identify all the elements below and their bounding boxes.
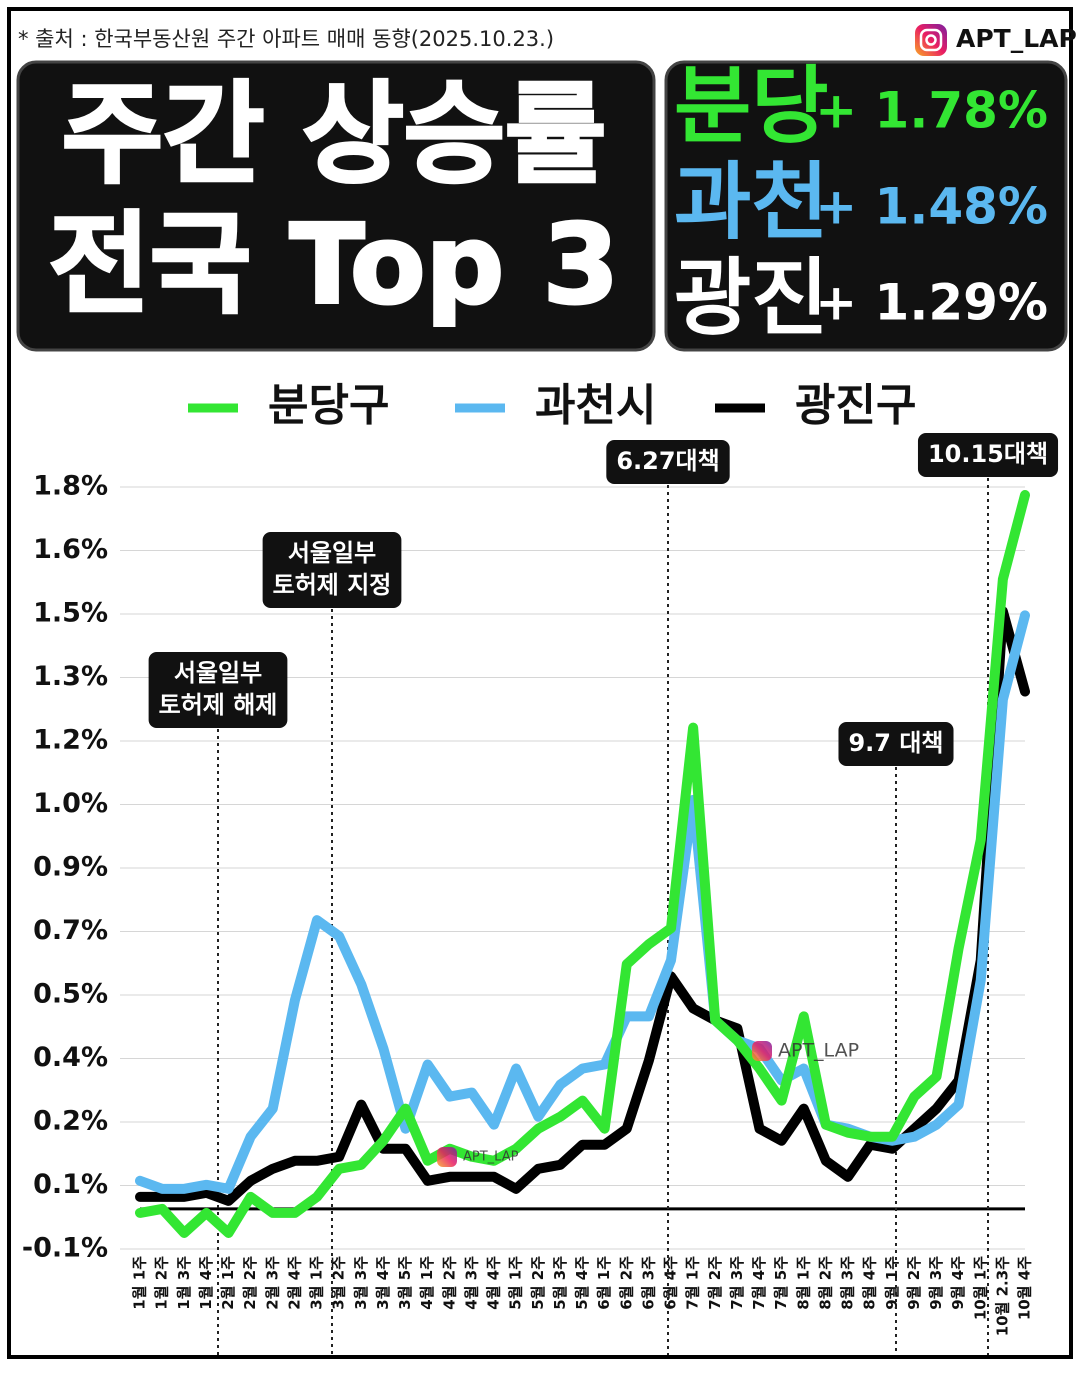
rank-region: 과천: [674, 153, 829, 251]
x-tick-label: 1월 4주: [197, 1256, 215, 1310]
x-tick-label: 4월 2주: [440, 1256, 458, 1310]
watermark: APT_LAP: [437, 1147, 519, 1167]
legend-label: 광진구: [795, 380, 916, 431]
watermark-icon: [437, 1147, 457, 1167]
x-tick-label: 8월 1주: [794, 1256, 812, 1310]
title-line: 주간 상승률: [62, 70, 606, 198]
annotation-box: [606, 440, 730, 484]
watermark: APT_LAP: [752, 1040, 859, 1062]
y-tick-label: -0.1%: [22, 1233, 108, 1264]
x-tick-label: 7월 1주: [684, 1256, 702, 1310]
brand-icon: [915, 24, 947, 56]
x-tick-label: 9월 3주: [927, 1256, 945, 1310]
annotation-text: 토허제 해제: [159, 691, 278, 719]
x-tick-label: 2월 2주: [241, 1256, 259, 1310]
annotation: 10.15대책: [917, 433, 1059, 477]
annotation-box: [262, 532, 402, 608]
watermark-text: APT_LAP: [778, 1040, 859, 1062]
x-tick-label: 9월 2주: [905, 1256, 923, 1310]
annotation-text: 10.15대책: [928, 440, 1048, 468]
annotation-text: 6.27대책: [616, 447, 719, 475]
rank-change: + 1.29%: [815, 274, 1048, 332]
x-tick-label: 3월 1주: [308, 1256, 326, 1310]
brand: APT_LAP: [956, 24, 1077, 53]
x-tick-label: 6월 1주: [595, 1256, 613, 1310]
annotation-box: [838, 722, 954, 766]
rank-change: + 1.48%: [815, 178, 1048, 236]
source: * 출처 : 한국부동산원 주간 아파트 매매 동향(2025.10.23.): [18, 27, 554, 51]
x-tick-label: 3월 4주: [374, 1256, 392, 1310]
x-tick-label: 2월 1주: [219, 1256, 237, 1310]
x-tick-label: 3월 2주: [330, 1256, 348, 1310]
y-tick-label: 0.9%: [33, 852, 108, 883]
y-tick-label: 1.6%: [33, 534, 108, 565]
x-tick-label: 2월 3주: [263, 1256, 281, 1310]
x-tick-label: 7월 2주: [706, 1256, 724, 1310]
x-tick-label: 6월 4주: [662, 1256, 680, 1310]
x-tick-label: 5월 4주: [573, 1256, 591, 1310]
x-tick-label: 9월 1주: [883, 1256, 901, 1310]
x-tick-label: 5월 3주: [551, 1256, 569, 1310]
y-tick-label: 1.5%: [33, 598, 108, 629]
annotation: 6.27대책: [606, 440, 730, 484]
title-line: 전국 Top 3: [49, 200, 619, 328]
series-line: [135, 490, 1030, 1238]
y-tick-label: 0.1%: [33, 1169, 108, 1200]
y-tick-label: 0.7%: [33, 915, 108, 946]
x-tick-label: 4월 4주: [485, 1256, 503, 1310]
rank-change: + 1.78%: [815, 82, 1048, 140]
annotation-text: 서울일부: [174, 659, 262, 687]
annotation-text: 서울일부: [288, 539, 376, 567]
x-tick-label: 7월 3주: [728, 1256, 746, 1310]
y-tick-label: 0.4%: [33, 1042, 108, 1073]
x-tick-label: 2월 4주: [285, 1256, 303, 1310]
annotation-box: [917, 433, 1059, 477]
x-tick-label: 5월 2주: [529, 1256, 547, 1310]
x-tick-label: 10월 1주: [971, 1256, 989, 1320]
annotation-box: [148, 652, 288, 728]
y-tick-label: 1.0%: [33, 788, 108, 819]
x-tick-label: 6월 3주: [639, 1256, 657, 1310]
x-tick-label: 1월 1주: [131, 1256, 149, 1310]
x-tick-label: 7월 4주: [750, 1256, 768, 1310]
y-tick-label: 1.8%: [33, 471, 108, 502]
series-line: [135, 606, 1030, 1206]
y-tick-label: 0.2%: [33, 1105, 108, 1136]
annotation: 9.7 대책: [838, 722, 954, 766]
annotation-text: 토허제 지정: [273, 571, 392, 599]
x-tick-label: 5월 1주: [507, 1256, 525, 1310]
rank-region: 분당: [674, 57, 829, 155]
x-tick-label: 8월 4주: [861, 1256, 879, 1310]
watermark-icon: [752, 1041, 772, 1061]
x-tick-label: 3월 5주: [396, 1256, 414, 1310]
x-tick-label: 10월 4주: [1016, 1256, 1034, 1320]
x-tick-label: 3월 3주: [352, 1256, 370, 1310]
x-tick-label: 8월 2주: [816, 1256, 834, 1310]
x-tick-label: 9월 4주: [949, 1256, 967, 1310]
annotation-text: 9.7 대책: [848, 729, 943, 757]
x-tick-label: 8월 3주: [839, 1256, 857, 1310]
x-tick-label: 4월 1주: [418, 1256, 436, 1310]
title-box: [16, 60, 656, 352]
x-tick-label: 1월 3주: [175, 1256, 193, 1310]
y-tick-label: 1.2%: [33, 724, 108, 755]
x-tick-label: 10월 2.3주: [993, 1256, 1011, 1336]
rank-region: 광진: [674, 249, 829, 347]
y-tick-label: 1.3%: [33, 661, 108, 692]
watermark-text: APT_LAP: [463, 1150, 519, 1165]
legend-label: 과천시: [535, 380, 656, 431]
x-tick-label: 6월 2주: [617, 1256, 635, 1310]
y-tick-label: 0.5%: [33, 979, 108, 1010]
legend-label: 분당구: [268, 380, 389, 431]
x-tick-label: 4월 3주: [462, 1256, 480, 1310]
rank-box: [664, 60, 1068, 352]
x-tick-label: 1월 2주: [153, 1256, 171, 1310]
x-tick-label: 7월 5주: [772, 1256, 790, 1310]
